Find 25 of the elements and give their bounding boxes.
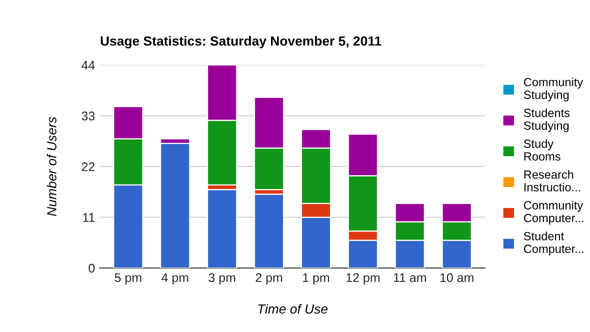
x-tick-label: 10 am [440, 273, 474, 282]
x-tick-label: 5 pm [114, 273, 142, 285]
x-tick-label: 2 pm [256, 273, 282, 285]
legend-label: Students Studying [524, 108, 570, 132]
bar [206, 189, 238, 268]
y-tick-label: 22 [82, 162, 95, 172]
chart-title: Usage Statistics: Saturday November 5, 2011 [100, 36, 382, 48]
x-tick-label: 3 pm [208, 273, 236, 285]
x-axis-title: Time of Use [258, 304, 328, 314]
bar [160, 142, 190, 268]
x-tick-label: 1 pm [303, 273, 330, 285]
legend-label: Community Computer... [524, 200, 584, 225]
legend-label: Student Computer... [524, 232, 584, 256]
legend-label: Research Instructio... [524, 170, 580, 192]
y-axis-title: Number of Users [46, 116, 56, 216]
y-tick-label: 0 [88, 264, 95, 273]
y-tick-label: 33 [82, 112, 95, 120]
x-tick-label: 4 pm [162, 273, 188, 285]
legend-label: Community Studying [524, 78, 584, 102]
bar [254, 194, 284, 268]
x-tick-label: 11 am [394, 273, 426, 282]
y-tick-label: 11 [83, 213, 95, 222]
x-tick-label: 12 pm [346, 273, 380, 285]
legend-label: Study Rooms [524, 139, 560, 161]
y-tick-label: 44 [82, 60, 95, 70]
